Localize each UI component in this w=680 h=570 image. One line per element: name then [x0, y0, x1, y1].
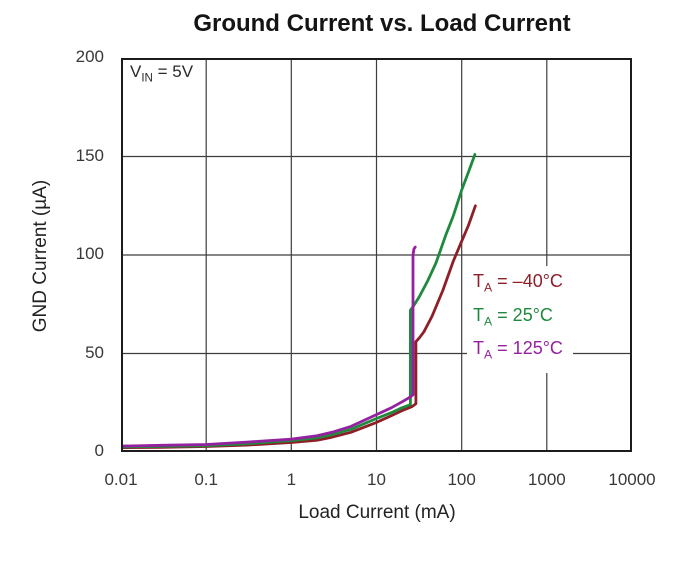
x-tick-label: 10	[367, 470, 386, 489]
legend-value: = –40°C	[492, 271, 563, 291]
x-tick-label: 0.01	[104, 470, 138, 489]
x-axis-label: Load Current (mA)	[298, 502, 456, 523]
plot-area	[121, 58, 632, 452]
chart-title: Ground Current vs. Load Current	[193, 10, 571, 37]
x-tick-label: 100	[447, 470, 476, 489]
legend-subscript: A	[484, 347, 493, 362]
x-tick-label: 10000	[608, 470, 656, 489]
legend-entry-25: TA = 25°C	[473, 302, 563, 336]
y-tick-label: 0	[94, 441, 104, 460]
legend-symbol: T	[473, 271, 484, 291]
y-tick-label: 50	[85, 342, 104, 362]
legend-symbol: T	[473, 304, 484, 325]
vin-annotation: VIN = 5V	[126, 61, 202, 88]
y-axis-label: GND Current (µA)	[30, 179, 51, 333]
vin-prefix: V	[130, 62, 142, 81]
y-tick-label: 150	[75, 145, 104, 165]
legend-subscript: A	[484, 280, 493, 295]
series-curve	[121, 153, 477, 449]
y-tick-label: 100	[75, 244, 104, 263]
legend: TA = –40°C TA = 25°C TA = 125°C	[467, 266, 573, 373]
series-curve	[121, 204, 477, 450]
legend-value: = 125°C	[492, 338, 563, 359]
legend-symbol: T	[473, 338, 484, 359]
series-curve	[121, 245, 417, 448]
vin-subscript: IN	[141, 72, 153, 85]
x-tick-label: 1000	[527, 470, 566, 489]
x-tick-label: 1	[286, 470, 297, 489]
x-tick-label: 0.1	[194, 470, 218, 489]
legend-entry-minus40: TA = –40°C	[473, 268, 563, 302]
legend-value: = 25°C	[492, 304, 553, 325]
legend-entry-125: TA = 125°C	[473, 335, 563, 369]
vin-value: = 5V	[152, 62, 194, 81]
plot-frame	[121, 58, 632, 452]
legend-subscript: A	[484, 314, 493, 329]
y-tick-label: 200	[75, 47, 104, 66]
